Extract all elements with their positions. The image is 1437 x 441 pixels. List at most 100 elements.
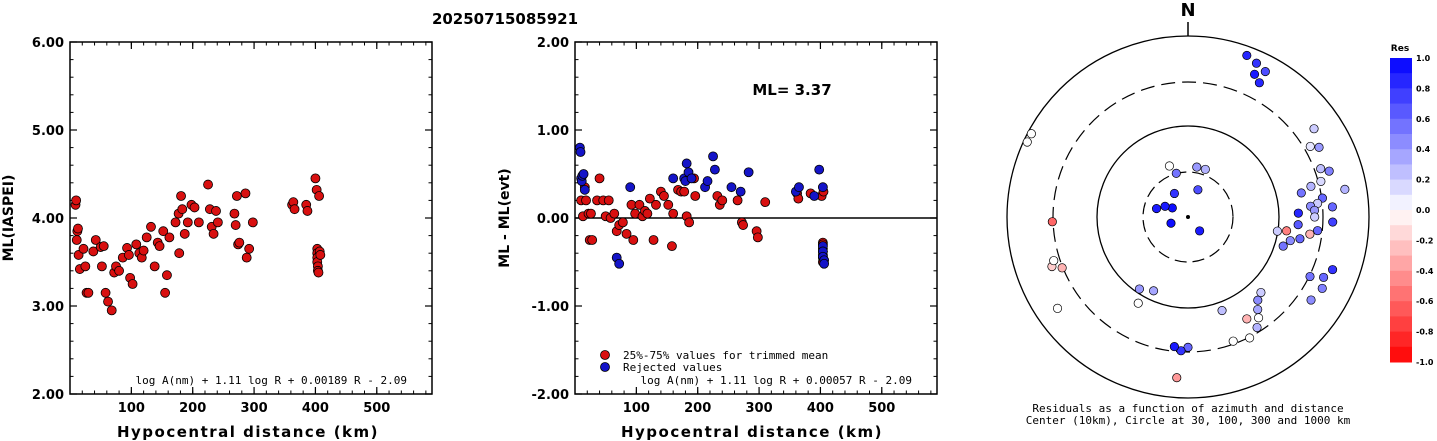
rejected-point [702,176,713,186]
north-label: N [1180,0,1195,21]
rejected-point [668,173,679,184]
data-point [131,239,142,250]
data-point [179,228,190,239]
colorbar-swatch [1390,286,1412,302]
data-point [127,279,138,289]
station-marker [1272,226,1282,236]
data-point [176,191,186,201]
station-marker [1309,124,1319,134]
used-point [609,208,620,219]
used-point [663,199,674,210]
station-marker [1242,50,1252,60]
data-point [100,287,111,298]
colorbar-label: 0.2 [1416,176,1430,185]
used-point [679,186,690,197]
used-point [684,217,695,228]
legend-label-used: 25%-75% values for trimmed mean [623,349,828,362]
data-point [230,220,241,230]
colorbar-swatch [1390,149,1412,165]
y-tick-label: 5.00 [32,124,64,139]
data-point [234,237,245,248]
tick-group: 100 200 300 400 500 2.00 3.00 4.00 5.00 6.00 [32,36,432,416]
data-point [146,221,156,232]
point-group [70,173,326,316]
colorbar-swatch [1390,58,1412,74]
station-marker [1245,333,1255,343]
station-marker [1316,164,1326,174]
used-point [642,208,653,219]
station-marker [1176,346,1186,356]
data-point [162,270,172,281]
used-point [617,217,628,228]
x-tick-label: 100 [623,401,650,416]
data-point [78,243,89,254]
data-point [154,241,165,252]
station-marker [1305,271,1315,282]
station-marker [1314,142,1324,152]
used-point [603,195,614,206]
station-marker [1319,272,1329,282]
data-point [149,261,160,272]
data-point [138,245,149,256]
colorbar: Res 1.0 0.8 0.6 0.4 0.2 0.0 -0.2 -0.4 -0.6 -0.8 -1… [1390,44,1434,367]
used-point [651,199,661,210]
station-marker [1327,202,1337,212]
y-tick-label: 0.00 [537,212,569,227]
data-point [80,261,91,272]
station-marker [1195,226,1205,236]
station-marker [1254,313,1264,323]
colorbar-swatch [1390,210,1412,226]
station-marker [1296,188,1306,198]
rejected-point [709,164,720,175]
colorbar-label: -0.2 [1416,236,1434,245]
station-marker [1049,256,1059,266]
station-marker [1254,78,1264,88]
rejected-point [726,182,737,193]
station-marker [1022,137,1032,147]
colorbar-label: 0.8 [1416,84,1431,93]
data-point [98,241,109,252]
data-point [208,228,219,239]
y-tick-label: -1.00 [532,300,569,315]
point-group [575,142,830,269]
used-point [648,235,659,245]
rejected-point [578,169,589,179]
data-point [114,265,124,276]
station-marker [1151,204,1162,214]
data-point [88,246,99,257]
data-point [189,202,200,213]
station-marker [1192,162,1202,172]
colorbar-swatches: 1.0 0.8 0.6 0.4 0.2 0.0 -0.2 -0.4 -0.6 -0.8 -1.0 [1390,54,1434,367]
station-marker [1256,287,1266,298]
used-point [594,173,605,184]
data-point [229,208,240,219]
rejected-point [579,184,590,195]
colorbar-label: 1.0 [1416,54,1431,63]
rejected-point [625,182,636,193]
x-tick-label: 200 [179,401,206,416]
rejected-point [735,186,746,197]
y-tick-label: -2.00 [532,388,569,403]
colorbar-swatch [1390,179,1412,196]
y-axis-label: ML - ML(evt) [497,168,513,267]
station-marker [1305,141,1315,151]
used-point [628,235,639,245]
rejected-point [614,258,625,269]
used-point [732,195,743,206]
station-marker [1251,58,1262,68]
station-marker [1295,234,1305,244]
station-marker [1164,161,1174,171]
station-marker [1169,342,1179,352]
station-marker [1310,212,1320,222]
data-point [240,188,251,199]
tick-group: 100 200 300 400 500 -2.00 -1.00 0.00 1.00 2.00 [532,36,937,416]
data-point [71,235,82,245]
station-marker [1249,69,1260,79]
station-marker [1306,295,1316,305]
colorbar-swatch [1390,88,1412,105]
used-point [587,235,598,245]
used-point [667,241,677,252]
station-marker [1328,217,1338,227]
used-point [717,195,728,206]
